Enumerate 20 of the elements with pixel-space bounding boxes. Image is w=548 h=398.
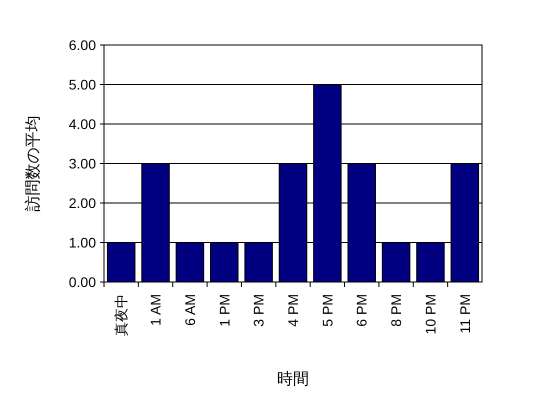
y-tick-label: 6.00 [68,37,96,53]
x-tick-label: 真夜中 [113,294,130,336]
x-tick-label: 10 PM [422,294,438,334]
y-tick-label: 2.00 [68,195,96,211]
x-tick-label: 11 PM [456,294,473,334]
x-tick-label: 3 PM [250,294,267,327]
x-axis-title: 時間 [277,370,309,388]
y-tick-label: 1.00 [68,234,96,250]
x-tick-label: 6 PM [354,294,370,327]
y-tick-label: 5.00 [68,76,96,92]
x-tick-label: 6 AM [182,294,198,326]
x-tick-label: 1 AM [148,294,164,326]
x-tick-label: 4 PM [285,294,301,327]
x-tick-label: 1 PM [216,294,232,327]
x-tick-label: 5 PM [319,294,336,327]
y-tick-label: 4.00 [68,116,96,132]
y-tick-label: 3.00 [68,156,96,172]
y-tick-label: 0.00 [68,274,96,290]
x-tick-label: 8 PM [388,294,404,327]
y-axis-title: 訪問数の平均 [24,116,42,212]
